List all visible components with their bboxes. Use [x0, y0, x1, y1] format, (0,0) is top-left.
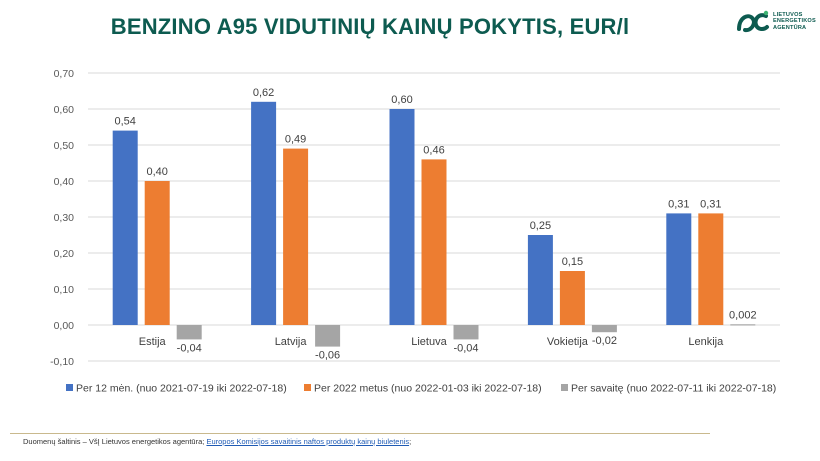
legend-swatch — [304, 384, 311, 391]
y-tick-label: 0,00 — [54, 320, 75, 332]
data-label: 0,40 — [146, 166, 167, 178]
category-label: Lenkija — [688, 336, 724, 348]
y-tick-label: 0,60 — [54, 104, 75, 116]
source-prefix: Duomenų šaltinis – VšĮ Lietuvos energeti… — [23, 437, 207, 446]
data-label: 0,60 — [391, 94, 412, 106]
logo-text: LIETUVOS ENERGETIKOS AGENTŪRA — [773, 12, 818, 31]
logo-text-line: AGENTŪRA — [773, 24, 807, 31]
bar — [389, 109, 415, 325]
data-label: 0,31 — [700, 198, 721, 210]
bar — [283, 148, 309, 325]
category-label: Vokietija — [547, 336, 589, 348]
category-label: Lietuva — [411, 336, 447, 348]
legend-swatch — [561, 384, 568, 391]
bar — [144, 181, 170, 325]
bar — [666, 213, 692, 325]
y-tick-label: 0,70 — [54, 68, 75, 80]
source-suffix: ; — [409, 437, 412, 446]
bar — [559, 271, 585, 325]
bar — [591, 325, 617, 333]
bars — [112, 101, 756, 347]
bar — [527, 235, 553, 325]
lea-logo-icon — [737, 10, 769, 33]
y-tick-label: 0,30 — [54, 212, 75, 224]
data-label: -0,02 — [592, 335, 617, 347]
footer-divider — [10, 433, 710, 434]
logo-text-line: LIETUVOS — [773, 12, 803, 18]
bar — [453, 325, 479, 340]
data-label: 0,49 — [285, 134, 306, 146]
legend-label: Per 12 mėn. (nuo 2021-07-19 iki 2022-07-… — [76, 383, 287, 395]
data-label: 0,46 — [423, 144, 444, 156]
data-label: 0,25 — [530, 220, 551, 232]
data-label: 0,62 — [253, 87, 274, 99]
source-link[interactable]: Europos Komisijos savaitinis naftos prod… — [206, 437, 410, 446]
source-footer: Duomenų šaltinis – VšĮ Lietuvos energeti… — [23, 437, 411, 446]
bar — [421, 159, 447, 325]
bar — [251, 101, 277, 325]
data-label: -0,06 — [315, 350, 340, 362]
logo-text-line: ENERGETIKOS — [773, 18, 816, 25]
y-tick-label: 0,20 — [54, 248, 75, 260]
data-label: -0,04 — [453, 342, 478, 354]
y-tick-label: 0,10 — [54, 284, 75, 296]
legend-label: Per 2022 metus (nuo 2022-01-03 iki 2022-… — [314, 383, 542, 395]
data-label: -0,04 — [177, 342, 202, 354]
x-axis-categories: Estija Latvija Lietuva Vokietija Lenkija — [139, 336, 724, 348]
bar — [730, 324, 756, 326]
y-tick-label: 0,40 — [54, 176, 75, 188]
agency-logo: LIETUVOS ENERGETIKOS AGENTŪRA — [735, 9, 818, 39]
bar — [176, 325, 202, 340]
category-label: Estija — [139, 336, 167, 348]
bar — [698, 213, 724, 325]
y-tick-label: -0,10 — [50, 356, 74, 368]
chart-title: BENZINO A95 VIDUTINIŲ KAINŲ POKYTIS, EUR… — [110, 14, 630, 39]
legend-label: Per savaitę (nuo 2022-07-11 iki 2022-07-… — [571, 383, 776, 395]
bar — [112, 130, 138, 325]
data-label: 0,31 — [668, 198, 689, 210]
y-tick-label: 0,50 — [54, 140, 75, 152]
data-labels: 0,54 0,40 -0,04 0,62 0,49 -0,06 0,60 0,46 -0,04 0… — [114, 87, 756, 362]
category-label: Latvija — [275, 336, 308, 348]
data-label: 0,54 — [114, 116, 135, 128]
legend-swatch — [66, 384, 73, 391]
legend: Per 12 mėn. (nuo 2021-07-19 iki 2022-07-… — [66, 383, 776, 395]
bar — [315, 325, 341, 347]
y-axis-ticks: -0,10 0,00 0,10 0,20 0,30 0,40 0,50 0,60 0,70 — [50, 68, 74, 368]
data-label: 0,002 — [729, 309, 757, 321]
data-label: 0,15 — [562, 256, 583, 268]
